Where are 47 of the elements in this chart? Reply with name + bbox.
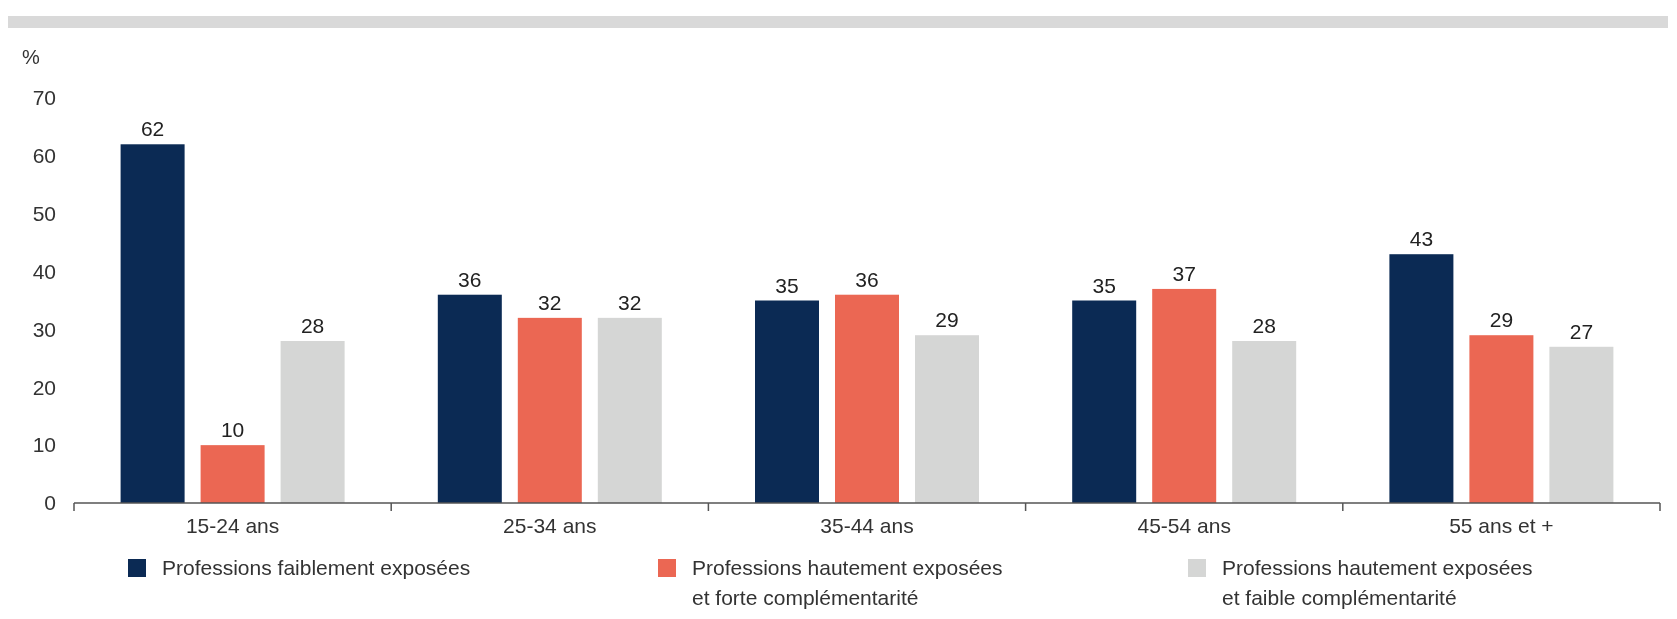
y-tick-label: 10 [32, 433, 56, 457]
bar [437, 294, 502, 503]
x-tick-label: 25-34 ans [503, 514, 597, 537]
bar [120, 144, 185, 503]
bar [1469, 335, 1534, 503]
data-label: 35 [1092, 273, 1116, 297]
bar [1549, 346, 1614, 503]
data-label: 28 [1252, 314, 1276, 337]
data-label: 28 [300, 314, 325, 337]
data-label: 10 [220, 418, 245, 442]
y-tick-label: 70 [32, 86, 56, 110]
data-label: 37 [1172, 261, 1196, 285]
data-label: 27 [1569, 319, 1594, 343]
bar [517, 317, 582, 503]
y-tick-label: 40 [32, 259, 56, 283]
bar [755, 300, 819, 503]
data-label: 29 [935, 308, 959, 332]
y-tick-label: 50 [32, 202, 56, 226]
x-tick-label: 35-44 ans [820, 514, 914, 537]
data-label: 29 [1489, 308, 1514, 332]
y-axis-title: % [22, 46, 40, 68]
data-label: 32 [538, 290, 562, 314]
data-label: 43 [1409, 227, 1434, 251]
bar [835, 294, 899, 503]
legend-label: Professions faiblement exposées [162, 556, 471, 579]
data-label: 36 [458, 267, 482, 291]
y-tick-label: 60 [32, 144, 56, 168]
bar [1232, 341, 1297, 503]
x-tick-label: 15-24 ans [185, 514, 280, 537]
bar [280, 341, 345, 503]
bar [915, 335, 979, 503]
x-tick-label: 55 ans et + [1449, 514, 1554, 537]
data-label: 32 [618, 290, 642, 314]
data-label: 62 [140, 117, 165, 141]
bar [597, 317, 662, 503]
legend-label: Professions hautement exposées et forte complémentarité [692, 556, 1003, 609]
bar [1389, 254, 1454, 503]
bar [1152, 288, 1217, 503]
y-tick-label: 0 [44, 491, 56, 515]
y-tick-label: 20 [32, 375, 56, 399]
data-label: 36 [855, 267, 879, 291]
bar [1072, 300, 1137, 503]
legend-label: Professions hautement exposées et faible complémentarité [1222, 556, 1533, 609]
bar [200, 445, 265, 503]
x-tick-label: 45-54 ans [1137, 514, 1231, 537]
data-label: 35 [775, 273, 799, 297]
y-tick-label: 30 [32, 317, 56, 341]
